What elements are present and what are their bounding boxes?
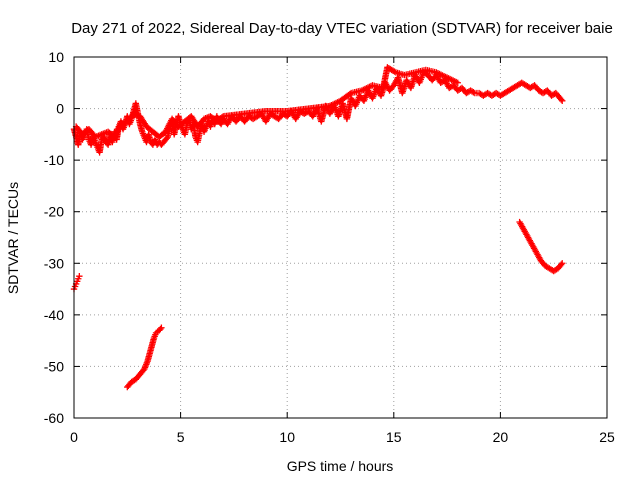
- y-tick-label: 10: [48, 49, 64, 65]
- x-tick-label: 5: [177, 429, 185, 445]
- data-point-upper-band: [346, 90, 354, 98]
- data-point-main-trace: [470, 89, 477, 96]
- x-tick-label: 20: [493, 429, 509, 445]
- y-axis-label: SDTVAR / TECUs: [5, 182, 21, 294]
- x-tick-label: 25: [599, 429, 615, 445]
- tick-labels: 0 5 10 15 20 25 -60 -50 -40 -30 -20 -10 0 10: [44, 49, 615, 445]
- data-point-arc-late: [559, 260, 566, 267]
- y-tick-label: -10: [44, 152, 64, 168]
- data-point-main-trace: [163, 135, 170, 142]
- y-tick-label: 0: [56, 101, 64, 117]
- x-axis-label: GPS time / hours: [287, 458, 394, 474]
- data-point-arc-early: [158, 324, 165, 331]
- data-point-arc-early: [157, 325, 164, 333]
- data-point-arc-late: [557, 261, 565, 268]
- data-point-main-trace: [557, 96, 565, 103]
- x-tick-label: 15: [386, 429, 402, 445]
- y-tick-label: -30: [44, 255, 64, 271]
- plot-frame: [73, 56, 608, 419]
- data-point-upper-band: [391, 68, 398, 75]
- data-marks: [70, 64, 566, 391]
- data-point-isolated-start: [76, 272, 83, 280]
- x-tick-label: 0: [70, 429, 78, 445]
- y-tick-label: -50: [44, 358, 64, 374]
- y-tick-label: -40: [44, 307, 64, 323]
- x-tick-label: 10: [279, 429, 295, 445]
- y-tick-label: -60: [44, 410, 64, 426]
- y-tick-label: -20: [44, 204, 64, 220]
- data-point-upper-band: [454, 79, 461, 86]
- chart-title: Day 271 of 2022, Sidereal Day-to-day VTE…: [71, 20, 613, 37]
- data-point-main-trace: [559, 97, 566, 105]
- data-point-upper-band: [218, 114, 226, 121]
